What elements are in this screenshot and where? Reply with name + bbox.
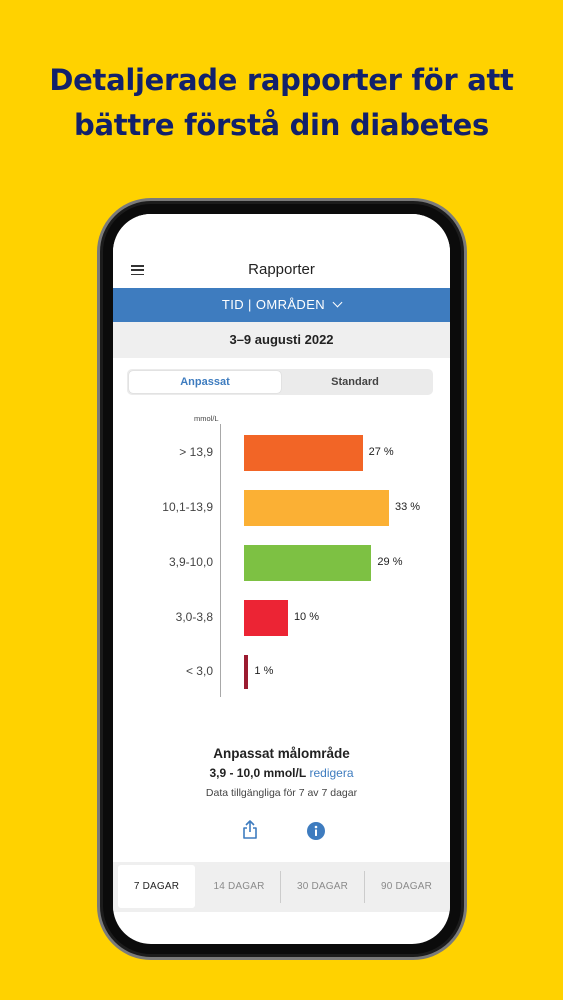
chevron-down-icon bbox=[332, 297, 343, 308]
headline: Detaljerade rapporter för att bättre för… bbox=[0, 58, 563, 148]
segment-anpassat[interactable]: Anpassat bbox=[129, 371, 281, 393]
target-range-value: 3,9 - 10,0 mmol/L bbox=[209, 766, 307, 780]
category-label: > 13,9 bbox=[179, 445, 213, 459]
percent-label: 27 % bbox=[368, 446, 394, 458]
percent-label: 10 % bbox=[293, 611, 320, 623]
range-bar bbox=[244, 600, 288, 636]
report-type-label: TID | OMRÅDEN bbox=[221, 297, 326, 312]
range-bar bbox=[244, 545, 372, 581]
page-title: Rapporter bbox=[248, 261, 315, 278]
hamburger-menu-icon[interactable] bbox=[131, 265, 144, 276]
category-label: < 3,0 bbox=[185, 664, 213, 678]
phone-screen: Rapporter TID | OMRÅDEN 3–9 augusti 2022… bbox=[113, 214, 450, 944]
range-bar bbox=[244, 655, 249, 689]
edit-link[interactable]: redigera bbox=[309, 766, 354, 780]
report-type-dropdown[interactable]: TID | OMRÅDEN bbox=[113, 288, 450, 322]
headline-line-1: Detaljerade rapporter för att bbox=[49, 63, 514, 97]
tab-90-dagar[interactable]: 90 DAGAR bbox=[380, 881, 433, 892]
period-tab-bar: 7 DAGAR 14 DAGAR 30 DAGAR 90 DAGAR bbox=[113, 862, 450, 912]
share-icon[interactable] bbox=[241, 820, 259, 840]
target-range-title: Anpassat målområde bbox=[213, 746, 350, 761]
tab-divider bbox=[364, 871, 365, 903]
date-range: 3–9 augusti 2022 bbox=[113, 322, 450, 358]
headline-line-2: bättre förstå din diabetes bbox=[74, 108, 489, 142]
info-icon[interactable] bbox=[307, 822, 325, 840]
range-segmented-control: Anpassat Standard bbox=[127, 369, 433, 395]
tab-divider bbox=[280, 871, 281, 903]
tab-14-dagar[interactable]: 14 DAGAR bbox=[213, 881, 265, 892]
percent-label: 29 % bbox=[377, 556, 403, 568]
app-bar: Rapporter bbox=[113, 214, 450, 288]
category-label: 3,0-3,8 bbox=[175, 610, 213, 624]
range-bar bbox=[244, 435, 363, 471]
percent-label: 1 % bbox=[254, 665, 274, 677]
category-label: 10,1-13,9 bbox=[162, 500, 213, 514]
tab-7-dagar[interactable]: 7 DAGAR bbox=[118, 865, 195, 908]
chart-axis bbox=[220, 424, 221, 697]
data-availability: Data tillgängliga för 7 av 7 dagar bbox=[205, 787, 358, 799]
unit-label: mmol/L bbox=[194, 414, 219, 423]
category-label: 3,9-10,0 bbox=[168, 555, 213, 569]
percent-label: 33 % bbox=[395, 501, 421, 513]
target-range: 3,9 - 10,0 mmol/L redigera bbox=[113, 766, 450, 780]
range-bar bbox=[244, 490, 389, 526]
tab-30-dagar[interactable]: 30 DAGAR bbox=[296, 881, 349, 892]
segment-standard[interactable]: Standard bbox=[331, 376, 379, 388]
